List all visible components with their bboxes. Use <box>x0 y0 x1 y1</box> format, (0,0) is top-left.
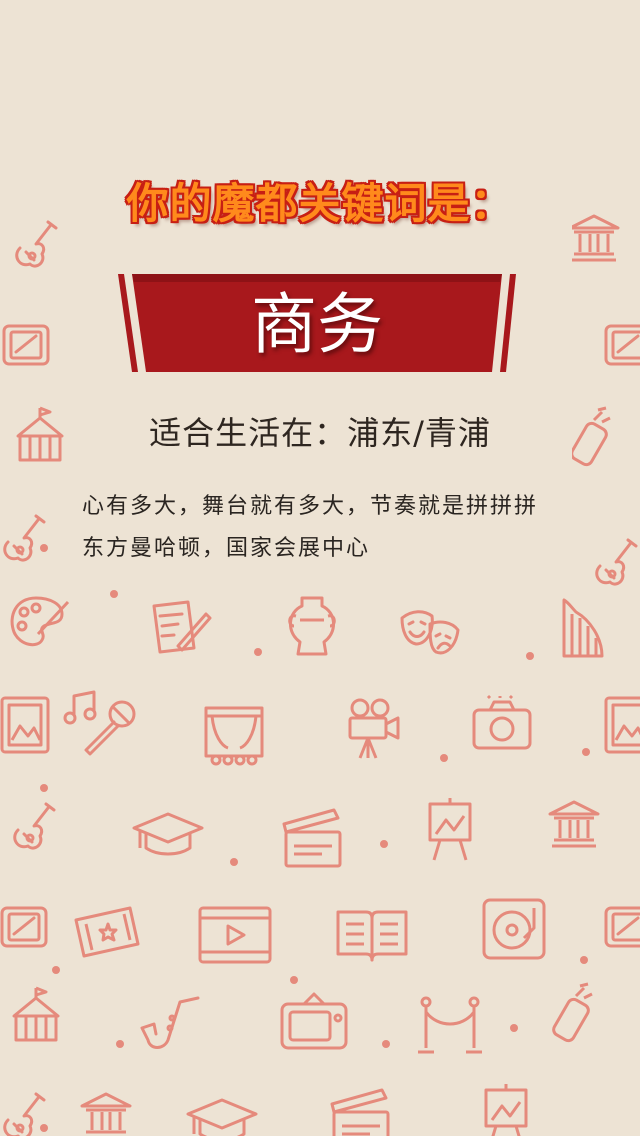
keyword-banner: 商务 <box>118 272 516 376</box>
suitable-location-line: 适合生活在：浦东/青浦 <box>0 408 640 454</box>
banner-ribbon-shape <box>118 274 516 372</box>
description-line-2: 东方曼哈顿，国家会展中心 <box>82 536 371 561</box>
suitable-location-value: 浦东/青浦 <box>347 414 491 452</box>
top-plain-band <box>0 0 640 162</box>
keyword-text: 商务 <box>251 286 383 363</box>
description-line-1: 心有多大，舞台就有多大，节奏就是拼拼拼 <box>82 494 539 519</box>
result-heading: 你的魔都关键词是： <box>126 179 514 228</box>
suitable-location-label: 适合生活在： <box>149 414 348 452</box>
